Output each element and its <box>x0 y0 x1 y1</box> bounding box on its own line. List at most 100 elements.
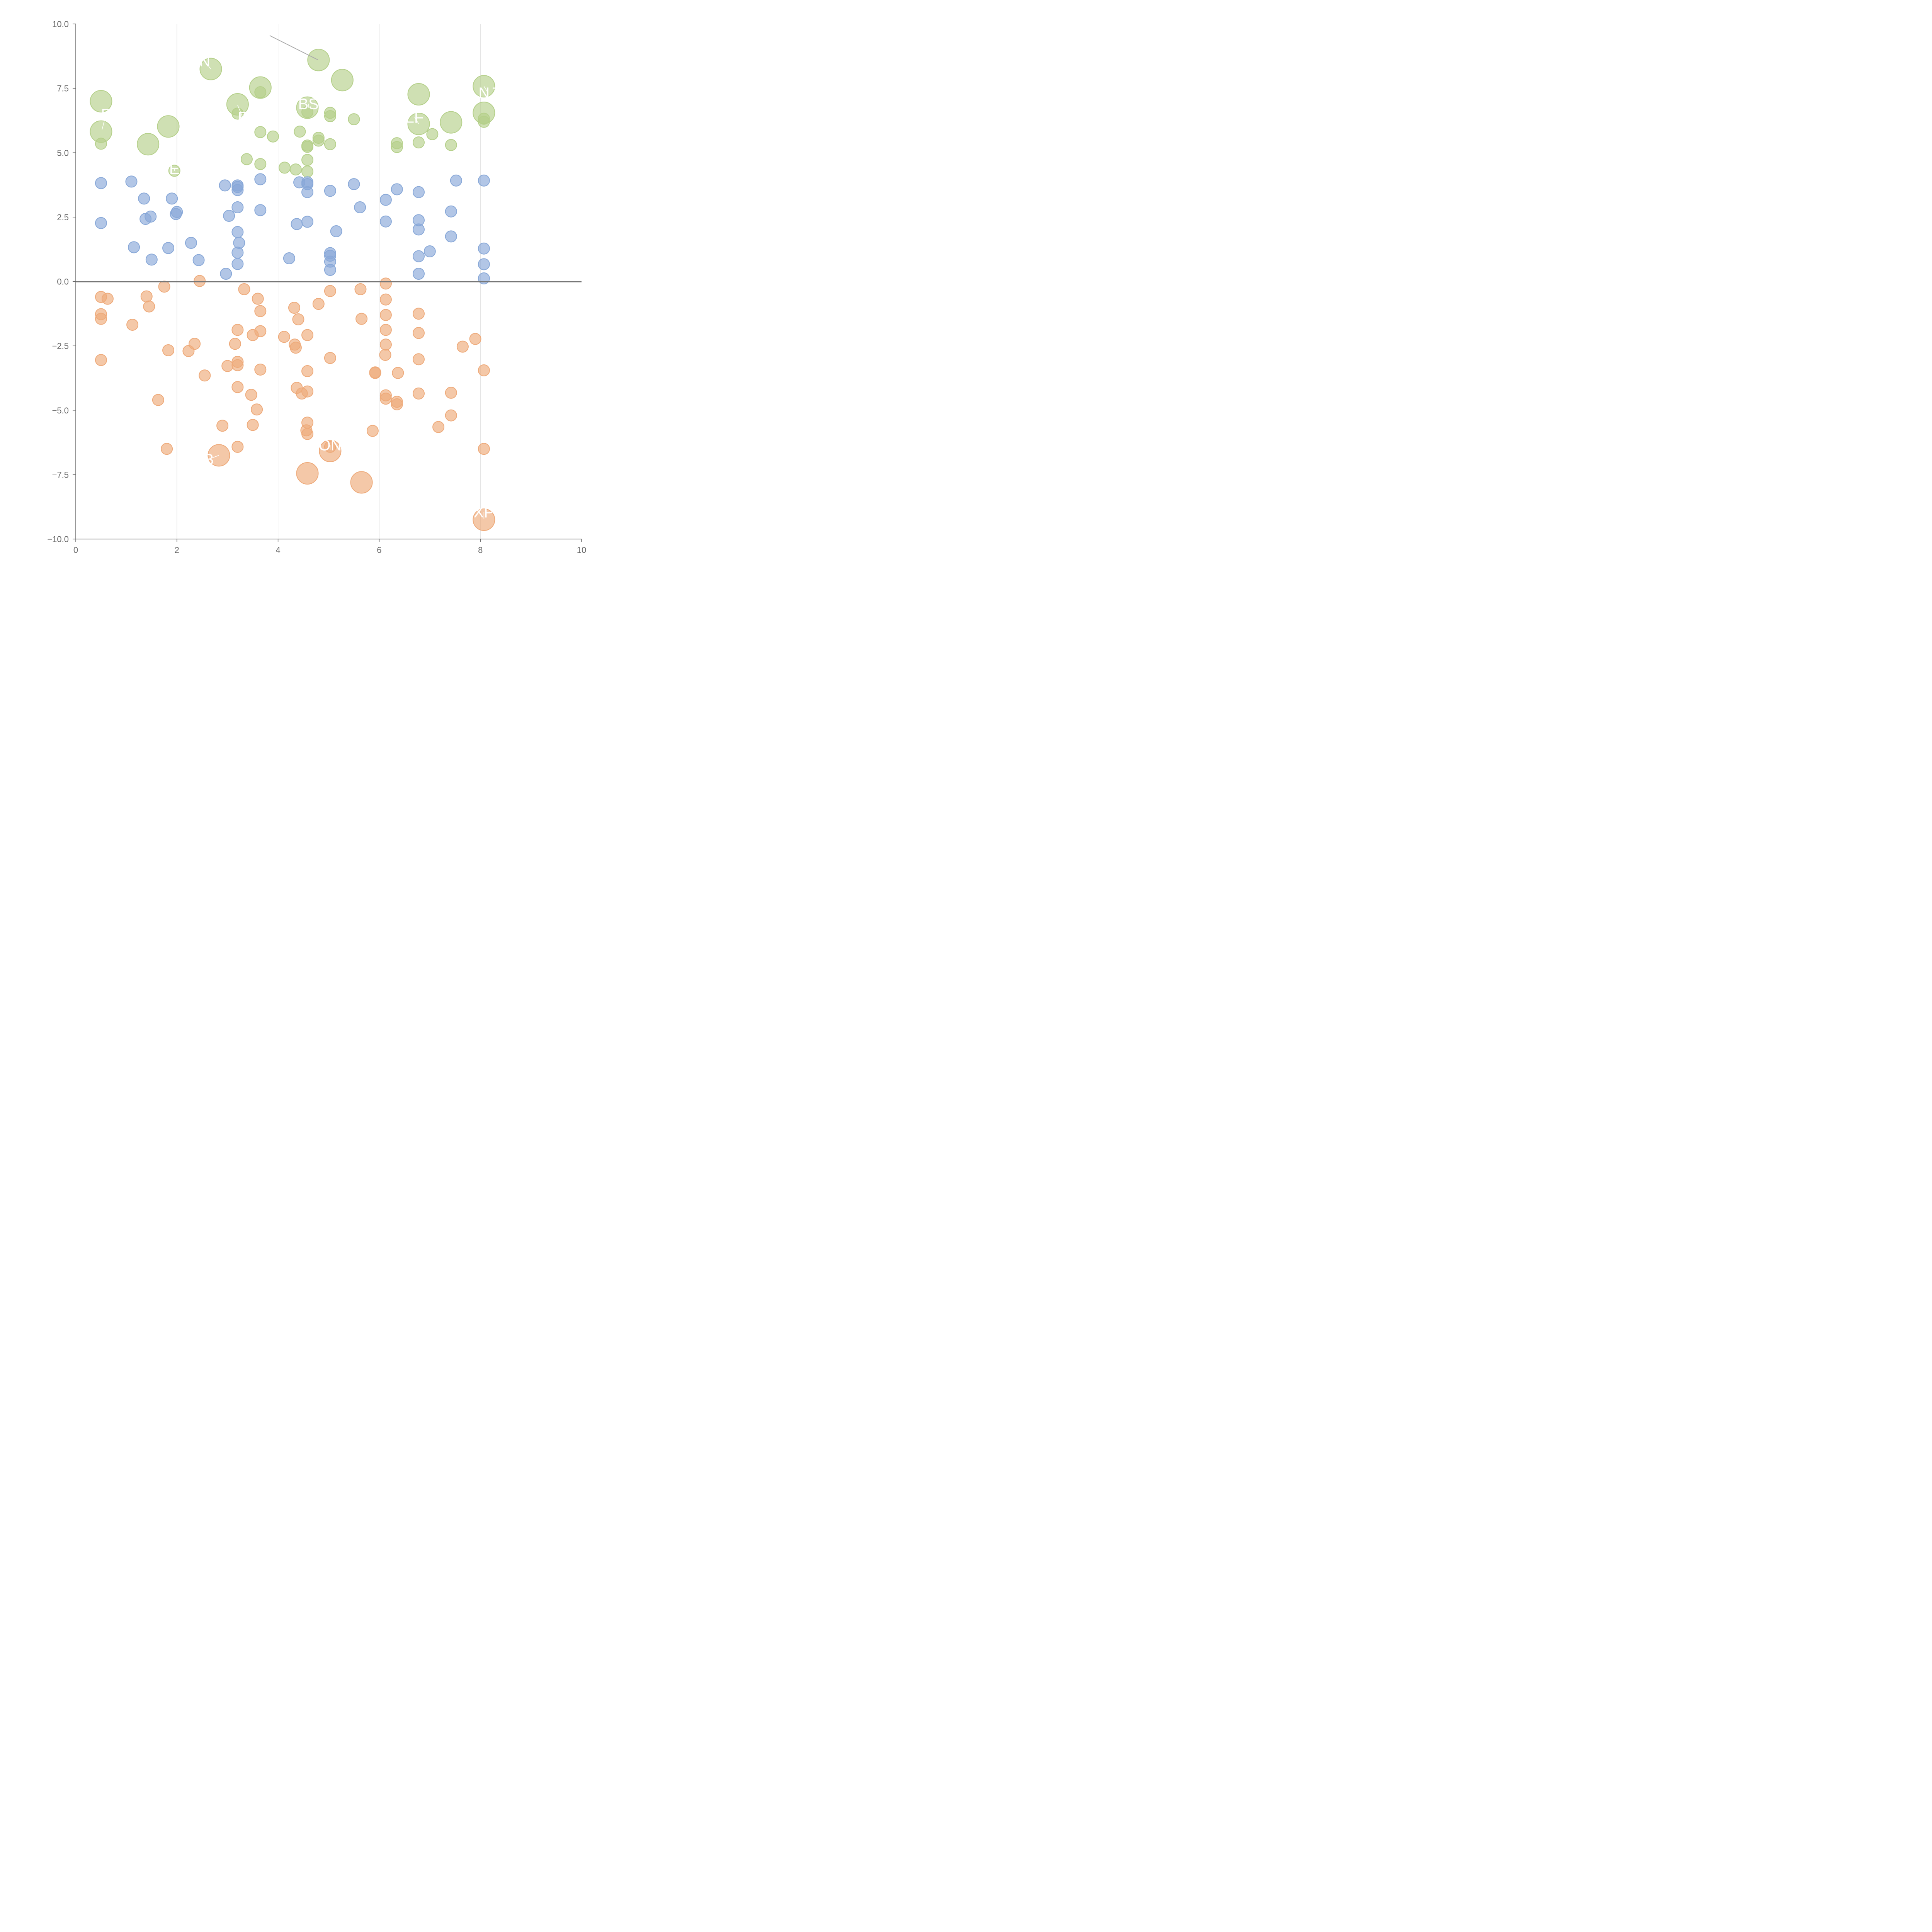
data-point-high <box>254 158 267 170</box>
x-tick-label: 6 <box>377 545 381 555</box>
data-point-high-large <box>307 49 330 71</box>
y-tick-label: −2.5 <box>52 341 69 351</box>
data-point-low <box>379 293 392 306</box>
data-point-low <box>301 385 314 398</box>
data-point-high-large <box>440 111 463 134</box>
data-point-low <box>238 283 250 295</box>
data-point-mid <box>162 242 175 254</box>
data-point-mid <box>324 185 336 197</box>
data-point-high <box>312 134 325 147</box>
data-point-high-large <box>137 133 160 156</box>
data-point-low <box>162 344 175 356</box>
data-point-high-large <box>331 69 354 92</box>
y-tick-label: −10.0 <box>47 534 69 544</box>
data-point-low <box>413 387 425 400</box>
x-tick-label: 10 <box>577 545 586 555</box>
data-point-low <box>245 389 257 401</box>
data-point-mid <box>478 174 490 187</box>
annotation-label: F <box>238 109 247 126</box>
x-tick-label: 4 <box>276 545 280 555</box>
data-point-mid <box>413 250 425 262</box>
leader-line <box>269 35 318 60</box>
data-point-low <box>158 281 170 293</box>
data-point-low <box>478 364 490 376</box>
data-point-low <box>143 300 155 313</box>
annotation-label: LF <box>406 109 424 126</box>
data-point-low <box>445 409 457 422</box>
data-point-low <box>392 367 404 379</box>
data-point-mid <box>478 242 490 255</box>
data-point-low <box>456 340 469 353</box>
annotations: N P F BS E NJ LF ON B XP <box>101 53 497 521</box>
data-point-low <box>194 275 206 287</box>
data-point-mid <box>391 183 403 196</box>
data-point-low <box>301 365 314 377</box>
data-points <box>90 49 495 531</box>
data-point-mid <box>231 226 244 238</box>
data-point-low <box>216 420 229 432</box>
data-point-low <box>391 398 403 410</box>
data-point-mid <box>223 210 235 222</box>
data-point-mid <box>231 201 244 214</box>
data-point-low <box>379 393 392 405</box>
data-point-high <box>301 106 314 118</box>
data-point-mid <box>283 252 295 265</box>
data-point-mid <box>301 216 314 228</box>
data-point-low <box>254 325 267 337</box>
annotation-label: P <box>101 106 111 123</box>
data-point-low <box>469 333 481 345</box>
data-point-mid <box>231 184 244 196</box>
data-point-mid <box>192 254 205 266</box>
y-tick-label: 7.5 <box>57 84 69 94</box>
data-point-high <box>240 153 253 165</box>
data-point-high <box>95 138 107 150</box>
annotation-label: ON <box>318 437 342 454</box>
tick-labels: 0 2 4 6 8 10 −10.0 −7.5 −5.0 −2.5 0.0 2.5 5.0 7.5 10.0 <box>47 19 586 555</box>
data-point-low <box>229 338 241 350</box>
data-point-low <box>355 313 368 325</box>
data-point-mid <box>348 178 360 190</box>
y-tick-label: 0.0 <box>57 277 69 287</box>
data-point-low <box>252 293 264 305</box>
data-point-mid <box>166 192 178 205</box>
data-point-mid <box>233 237 245 249</box>
data-point-high <box>445 139 457 151</box>
data-point-mid <box>413 186 425 198</box>
data-point-mid <box>450 174 462 187</box>
data-point-low <box>324 285 336 297</box>
data-point-high <box>478 116 490 128</box>
data-point-low <box>413 327 425 339</box>
data-point-mid <box>413 223 425 236</box>
annotation-label: NJ <box>478 85 497 102</box>
data-point-high-large <box>157 115 180 138</box>
annotation-label: B <box>204 451 214 468</box>
annotation-connector <box>237 105 243 117</box>
data-point-high <box>301 141 314 153</box>
annotation-connector <box>102 114 107 130</box>
data-point-high <box>294 126 306 138</box>
annotation-connector <box>204 60 211 70</box>
data-point-low <box>95 354 107 366</box>
data-point-high <box>231 107 244 120</box>
data-point-low <box>369 367 381 379</box>
data-point-mid <box>379 215 392 228</box>
x-tick-label: 0 <box>73 545 78 555</box>
data-point-high <box>254 126 267 138</box>
data-point-mid <box>354 201 366 214</box>
data-point-low <box>379 309 392 321</box>
data-point-low <box>379 277 392 290</box>
annotation-label: E <box>169 161 180 178</box>
data-point-mid <box>254 173 267 185</box>
data-point-mid <box>138 192 150 205</box>
data-point-mid <box>95 217 107 229</box>
data-point-mid <box>95 177 107 189</box>
data-point-mid <box>324 264 336 276</box>
annotation-label: BS <box>298 96 318 113</box>
data-point-mid <box>330 225 342 238</box>
data-point-mid <box>478 272 490 285</box>
annotation-connector <box>414 117 419 124</box>
data-point-low <box>95 313 107 325</box>
data-point-high <box>413 136 425 149</box>
y-tick-label: 10.0 <box>52 19 69 29</box>
data-point-mid <box>220 268 232 280</box>
